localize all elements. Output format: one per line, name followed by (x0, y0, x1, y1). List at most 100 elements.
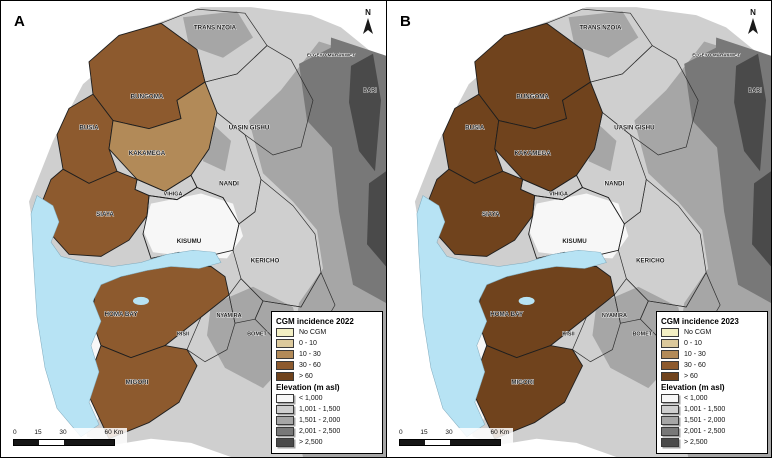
county-label-vihiga: VIHIGA (549, 192, 568, 198)
legend-swatch (661, 438, 679, 447)
legend-label: 30 - 60 (684, 362, 706, 369)
legend-label: 10 - 30 (684, 351, 706, 358)
county-label-busia: BUSIA (79, 125, 99, 132)
county-label-trans_nzoia: TRANS NZOIA (579, 24, 622, 31)
county-migori (88, 344, 198, 440)
cgm-legend-title: CGM incidence 2022 (276, 317, 354, 326)
elevation-area (143, 193, 243, 259)
legend-label: 1,001 - 1,500 (299, 406, 341, 413)
county-migori (474, 344, 584, 440)
legend-swatch (661, 350, 679, 359)
scale-bar-segments (399, 439, 501, 446)
lake-victoria (416, 195, 607, 438)
county-label-kisumu: KISUMU (562, 238, 587, 245)
north-arrow-icon (748, 18, 758, 34)
county-label-homa_bay: HOMA BAY (105, 311, 139, 318)
legend-label: No CGM (684, 329, 712, 336)
county-label-nandi: NANDI (605, 180, 625, 187)
elevation-area (684, 47, 739, 153)
north-arrow: N (747, 9, 759, 40)
legend-item: 10 - 30 (661, 350, 763, 359)
county-kakamega (108, 81, 218, 193)
legend-item: 1,001 - 1,500 (276, 405, 378, 414)
legend-label: 0 - 10 (299, 340, 317, 347)
legend-item: > 60 (276, 372, 378, 381)
scale-tick-label: 0 (399, 429, 403, 436)
scale-bar-labels: 0 15 30 60 Km (13, 429, 125, 438)
cgm-legend-title: CGM incidence 2023 (661, 317, 739, 326)
legend-label: > 2,500 (684, 439, 708, 446)
legend-swatch (276, 438, 294, 447)
county-label-nyamira: NYAMIRA (216, 313, 241, 319)
elevation-area (752, 171, 771, 267)
legend-item: < 1,000 (661, 394, 763, 403)
legend-swatch (661, 339, 679, 348)
legend-item: 0 - 10 (661, 339, 763, 348)
legend-item: 1,001 - 1,500 (661, 405, 763, 414)
scale-tick-label: 15 (34, 429, 42, 436)
county-label-vihiga: VIHIGA (164, 192, 183, 198)
legend-swatch (276, 328, 294, 337)
legend-item: 30 - 60 (276, 361, 378, 370)
legend-label: 1,501 - 2,000 (684, 417, 726, 424)
legend-label: 1,001 - 1,500 (684, 406, 726, 413)
lake-inlet (133, 296, 149, 305)
county-label-migori: MIGORI (511, 379, 534, 386)
elevation-area (183, 11, 253, 58)
county-label-kakamega: KAKAMEGA (129, 150, 166, 157)
lake-inlet (518, 296, 535, 305)
legend-swatch (276, 339, 294, 348)
scale-bar: 0 15 30 60 Km (397, 428, 513, 447)
county-label-kisii: KISII (177, 331, 190, 337)
legend-swatch (276, 361, 294, 370)
elevation-area (349, 53, 381, 172)
legend-label: 30 - 60 (299, 362, 321, 369)
elevation-area (734, 53, 767, 172)
legend-swatch (661, 394, 679, 403)
north-label: N (365, 8, 371, 17)
county-label-nyamira: NYAMIRA (602, 313, 627, 319)
county-label-bomet: BOMET (632, 331, 652, 337)
scale-bar-segments (13, 439, 115, 446)
county-kisumu (528, 186, 625, 259)
elevation-area (299, 47, 353, 153)
legend-item: < 1,000 (276, 394, 378, 403)
legend-item: 2,001 - 2,500 (276, 427, 378, 436)
county-label-homa_bay: HOMA BAY (490, 311, 524, 318)
legend-swatch (661, 372, 679, 381)
scale-tick-label: 60 Km (104, 429, 124, 436)
elevation-area (568, 11, 639, 58)
legend-box: CGM incidence 2023 No CGM 0 - 10 10 - 30… (656, 311, 768, 454)
legend-swatch (661, 328, 679, 337)
north-arrow-icon (363, 18, 373, 34)
legend-label: No CGM (299, 329, 327, 336)
legend-item: No CGM (276, 328, 378, 337)
legend-item: 1,501 - 2,000 (661, 416, 763, 425)
legend-item: > 2,500 (661, 438, 763, 447)
legend-label: 10 - 30 (299, 351, 321, 358)
scale-bar-labels: 0 15 30 60 Km (399, 429, 511, 438)
legend-label: < 1,000 (684, 395, 708, 402)
legend-item: > 60 (661, 372, 763, 381)
county-label-migori: MIGORI (126, 379, 149, 386)
map-panel-b: B N TRANS NZOIA ELGEYO-MARAKWET BARI BUNGOM… (386, 1, 771, 457)
legend-swatch (276, 350, 294, 359)
county-kisumu (142, 186, 240, 259)
elevation-legend-title: Elevation (m asl) (276, 383, 340, 392)
elevation-area (528, 193, 629, 259)
lake-victoria (30, 195, 222, 438)
legend-item: 30 - 60 (661, 361, 763, 370)
legend-label: 2,001 - 2,500 (684, 428, 726, 435)
legend-item: No CGM (661, 328, 763, 337)
scale-tick-label: 60 Km (490, 429, 510, 436)
legend-swatch (276, 416, 294, 425)
legend-swatch (661, 405, 679, 414)
panel-label-a: A (14, 13, 25, 30)
scale-tick-label: 30 (59, 429, 67, 436)
legend-label: 2,001 - 2,500 (299, 428, 341, 435)
north-arrow: N (362, 9, 374, 40)
legend-swatch (276, 427, 294, 436)
scale-tick-label: 15 (420, 429, 428, 436)
county-label-baringo: BARI (748, 88, 762, 94)
